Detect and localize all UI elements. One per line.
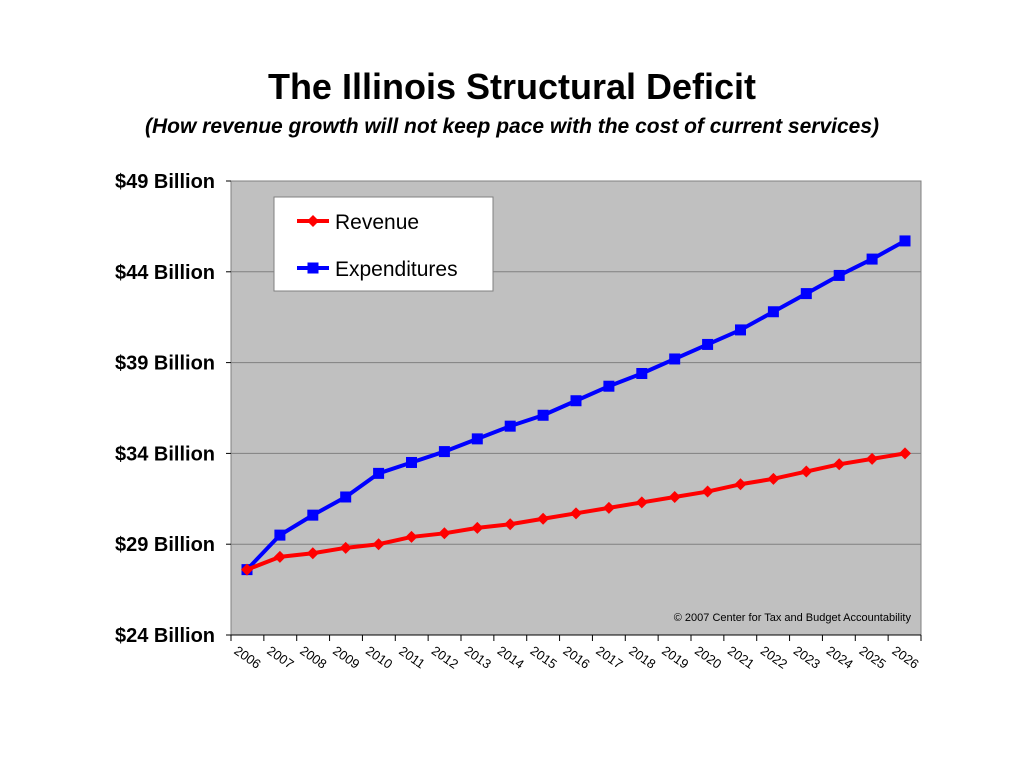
chart-subtitle: (How revenue growth will not keep pace w…	[145, 115, 879, 138]
revenue-point	[471, 521, 484, 534]
expenditures-point	[471, 433, 483, 445]
x-tick-label: 2013	[462, 643, 494, 672]
series-group	[241, 235, 911, 576]
revenue-point	[668, 490, 681, 503]
revenue-point	[767, 472, 780, 485]
expenditures-point	[307, 509, 319, 521]
expenditures-point	[570, 395, 582, 407]
x-tick-label: 2017	[593, 643, 625, 672]
x-tick-label: 2019	[659, 643, 691, 672]
x-tick-label: 2016	[560, 643, 592, 672]
series-expenditures	[241, 235, 911, 576]
series-revenue	[241, 447, 911, 576]
legend-label: Revenue	[335, 211, 419, 234]
y-tick-label: $24 Billion	[115, 625, 215, 647]
y-axis-ticks: $24 Billion $29 Billion $34 Billion $39 Bil…	[115, 171, 231, 647]
y-tick-label: $34 Billion	[115, 443, 215, 465]
x-tick-label: 2009	[330, 643, 362, 672]
revenue-point	[241, 563, 253, 576]
expenditures-point	[504, 420, 516, 432]
expenditures-point	[669, 353, 681, 365]
y-tick-label: $44 Billion	[115, 262, 215, 284]
y-tick-label: $49 Billion	[115, 171, 215, 193]
x-tick-label: 2020	[692, 643, 724, 672]
x-tick-label: 2023	[791, 643, 823, 672]
revenue-point	[273, 550, 286, 563]
x-tick-label: 2024	[824, 643, 856, 672]
expenditures-point	[340, 491, 352, 503]
revenue-point	[438, 527, 451, 540]
x-tick-label: 2026	[889, 643, 921, 672]
legend: Revenue Expenditures	[273, 196, 494, 292]
copyright-annotation: © 2007 Center for Tax and Budget Account…	[674, 612, 912, 624]
expenditures-point	[767, 306, 779, 318]
expenditures-point	[373, 467, 385, 479]
revenue-point	[537, 512, 550, 525]
expenditures-point	[274, 529, 286, 541]
revenue-point	[899, 447, 911, 460]
y-tick-label: $39 Billion	[115, 353, 215, 375]
expenditures-point	[636, 367, 648, 379]
expenditures-point	[537, 409, 549, 421]
x-tick-label: 2010	[363, 643, 395, 672]
revenue-point	[570, 507, 582, 520]
legend-label: Expenditures	[335, 258, 458, 281]
revenue-point	[833, 458, 846, 471]
x-tick-label: 2014	[495, 643, 527, 672]
x-tick-label: 2018	[626, 643, 658, 672]
revenue-point	[701, 485, 714, 498]
x-tick-label: 2011	[396, 643, 428, 671]
x-tick-label: 2022	[758, 643, 790, 672]
expenditures-point	[735, 324, 746, 336]
revenue-point	[635, 496, 648, 509]
legend-box	[273, 196, 494, 292]
x-tick-label: 2006	[231, 643, 263, 672]
x-axis-ticks: 2006 2007 2008 2009 2010 2011 2012 2013 2014 2015…	[230, 634, 922, 672]
x-tick-label: 2015	[528, 643, 560, 672]
expenditures-point	[702, 338, 714, 350]
chart-title: The Illinois Structural Deficit	[267, 66, 757, 107]
revenue-point	[866, 452, 879, 465]
revenue-point	[800, 465, 813, 478]
expenditures-point	[899, 235, 911, 247]
revenue-point	[372, 538, 385, 551]
expenditures-point	[800, 288, 812, 300]
x-tick-label: 2025	[857, 643, 889, 672]
x-tick-label: 2012	[429, 643, 461, 672]
x-tick-label: 2008	[297, 643, 329, 672]
expenditures-point	[406, 456, 417, 468]
revenue-point	[339, 541, 352, 554]
legend-swatch-marker	[307, 215, 319, 227]
expenditures-point	[866, 253, 878, 265]
expenditures-point	[603, 380, 615, 392]
expenditures-point	[833, 269, 845, 281]
x-tick-label: 2021	[725, 643, 757, 672]
revenue-point	[734, 478, 747, 491]
revenue-point	[602, 501, 615, 514]
expenditures-point	[438, 446, 450, 458]
revenue-point	[306, 547, 319, 560]
x-tick-label: 2007	[264, 643, 296, 672]
revenue-point	[405, 530, 418, 543]
legend-swatch-marker	[307, 262, 319, 274]
y-tick-label: $29 Billion	[115, 534, 215, 556]
revenue-point	[504, 518, 517, 531]
